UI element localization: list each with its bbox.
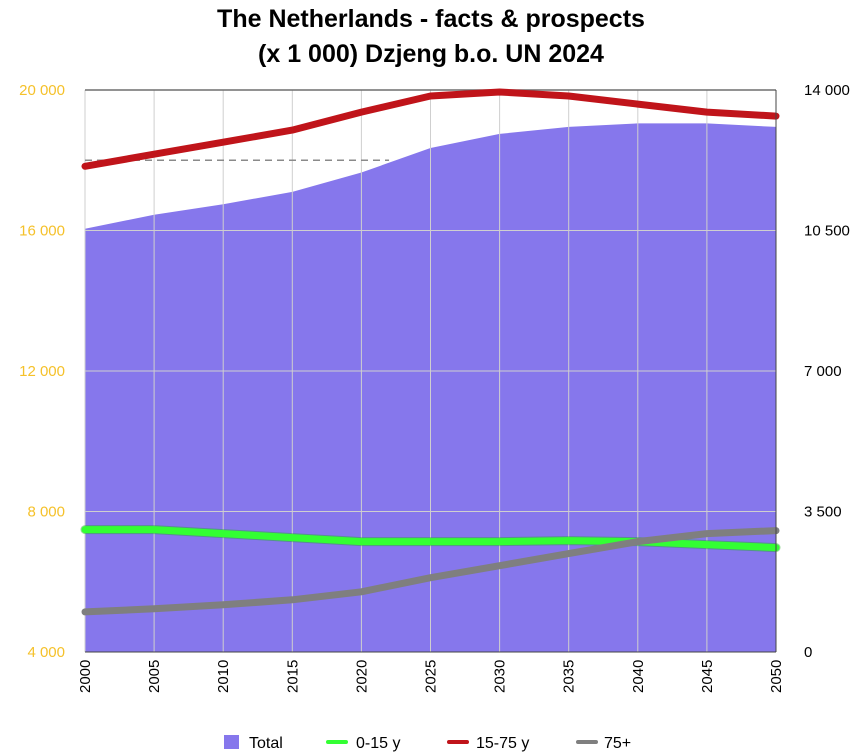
right-tick-label: 3 500: [804, 504, 842, 521]
right-tick-label: 14 000: [804, 82, 850, 99]
tick-labels: 4 000 8 000 12 000 16 000 20 000 0 3 500 7 000 1…: [19, 82, 850, 693]
legend-label-0-15-y: 0-15 y: [356, 735, 400, 752]
left-tick-label: 12 000: [19, 363, 65, 380]
legend-label-15-75-y: 15-75 y: [476, 735, 529, 752]
left-tick-label: 20 000: [19, 82, 65, 99]
series-lines: [80, 88, 781, 616]
x-tick-label: 2050: [768, 660, 785, 693]
x-tick-label: 2045: [699, 660, 716, 693]
series-line-0-15-y: [81, 526, 780, 552]
x-tick-label: 2040: [630, 660, 647, 693]
right-tick-label: 7 000: [804, 363, 842, 380]
legend-swatch-total: [224, 735, 239, 749]
x-tick-label: 2030: [492, 660, 509, 693]
x-tick-label: 2025: [423, 660, 440, 693]
legend-label-75: 75+: [604, 735, 631, 752]
x-tick-label: 2005: [146, 660, 163, 693]
right-tick-label: 10 500: [804, 223, 850, 240]
x-tick-label: 2010: [215, 660, 232, 693]
left-tick-label: 8 000: [27, 504, 65, 521]
x-tick-label: 2000: [77, 660, 94, 693]
legend-label-total: Total: [249, 735, 283, 752]
chart-title: The Netherlands - facts & prospects: [217, 5, 645, 33]
x-tick-label: 2020: [353, 660, 370, 693]
legend: Total 0-15 y 15-75 y 75+: [224, 735, 631, 752]
series-line-15-75-y: [81, 88, 780, 170]
chart-subtitle: (x 1 000) Dzjeng b.o. UN 2024: [258, 40, 604, 68]
series-line-75: [81, 527, 780, 616]
x-tick-label: 2035: [561, 660, 578, 693]
x-tick-label: 2015: [284, 660, 301, 693]
axes: [85, 90, 777, 653]
left-tick-label: 4 000: [27, 644, 65, 661]
left-tick-label: 16 000: [19, 223, 65, 240]
right-tick-label: 0: [804, 644, 812, 661]
